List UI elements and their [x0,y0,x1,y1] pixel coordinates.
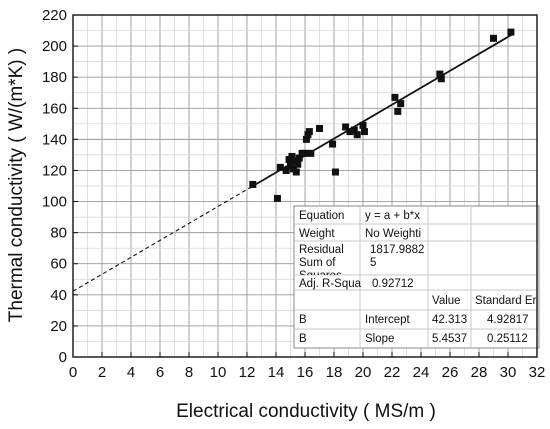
x-tick-label: 16 [297,364,314,381]
x-tick-label: 8 [185,364,193,381]
y-tick-label: 60 [50,256,67,273]
y-tick-label: 40 [50,287,67,304]
y-tick-label: 120 [42,162,67,179]
data-point [360,128,368,136]
data-point [305,128,313,136]
y-tick-label: 100 [42,194,67,211]
x-tick-label: 4 [127,364,135,381]
data-point [294,160,302,168]
table-gridlines [294,206,539,348]
table-equation-value: y = a + b*x [365,210,420,222]
x-tick-label: 32 [529,364,546,381]
x-tick-label: 10 [210,364,227,381]
table-slope-name: Slope [365,333,394,345]
data-points [249,28,515,202]
data-point [273,194,281,202]
x-tick-label: 20 [355,364,372,381]
y-tick-label: 140 [42,131,67,148]
table-header-value: Value [432,295,461,307]
fit-line-extrapolated [72,187,251,292]
data-point [353,131,361,139]
table-intercept-name: Intercept [365,314,411,326]
x-tick-label: 26 [442,364,459,381]
x-tick-label: 28 [471,364,488,381]
y-tick-label: 0 [59,349,67,366]
table-weight-label: Weight [299,228,335,240]
data-point [342,123,350,131]
table-intercept-b: B [299,314,307,326]
x-tick-label: 24 [413,364,430,381]
x-tick-label: 12 [239,364,256,381]
x-tick-label: 14 [268,364,285,381]
table-intercept-err: 4.92817 [487,314,529,326]
data-point [301,149,309,157]
data-point [316,124,323,132]
data-point [329,140,337,148]
data-point [288,152,296,160]
table-background [293,205,540,349]
table-slope-err: 0.25112 [487,333,528,345]
table-weight-value: No Weighti [365,228,421,240]
y-axis-label: Thermal conductivity ( W/(m*K) ) [6,48,27,322]
data-point [292,168,300,176]
table-residual-label-1: Residual [299,244,344,256]
table-slope-value: 5.4537 [432,333,467,345]
data-point [302,135,310,143]
x-axis-label: Electrical conductivity ( MS/m ) [176,401,436,422]
table-slope-b: B [299,333,307,345]
regression-table: Equation y = a + b*x Weight No Weighti R… [293,205,540,349]
x-tick-label: 6 [156,364,164,381]
data-point [437,75,445,83]
y-tick-label: 80 [50,225,67,242]
table-residual-label-2: Sum of [299,257,336,269]
data-point [391,93,399,101]
table-residual-value-1: 1817.9882 [370,244,424,256]
y-tick-label: 200 [42,38,67,55]
data-point [276,163,284,171]
table-adjr-label: Adj. R-Squa [299,278,362,290]
x-tick-label: 18 [326,364,343,381]
x-tick-label: 30 [500,364,517,381]
data-point [394,107,402,115]
data-point [350,126,358,134]
data-point [507,28,515,36]
table-residual-label-3: Squares [299,270,342,282]
y-tick-label: 20 [50,318,67,335]
y-tick-label: 160 [42,100,67,117]
data-point [331,168,339,176]
x-axis-ticks: 0 2 4 6 8 10 12 14 16 18 20 22 24 26 28 30 32 [69,352,546,381]
data-point [346,128,354,136]
table-adjr-value: 0.92712 [372,278,414,290]
data-point [282,166,290,174]
x-tick-label: 2 [98,364,106,381]
data-point [490,34,497,42]
data-point [295,154,303,162]
data-point [359,121,367,129]
y-tick-label: 220 [42,7,67,24]
data-point [436,70,444,78]
data-point [397,100,405,108]
data-point [249,180,257,188]
y-axis-ticks: 0 20 40 60 80 100 120 140 160 180 200 220 [42,7,78,366]
table-header-stderr: Standard Er [475,295,537,307]
x-tick-label: 22 [384,364,401,381]
x-tick-label: 0 [69,364,77,381]
table-equation-label: Equation [299,210,344,222]
table-residual-value-2: 5 [370,257,376,269]
y-tick-label: 180 [42,69,67,86]
table-intercept-value: 42.313 [432,314,467,326]
data-point [307,149,315,157]
